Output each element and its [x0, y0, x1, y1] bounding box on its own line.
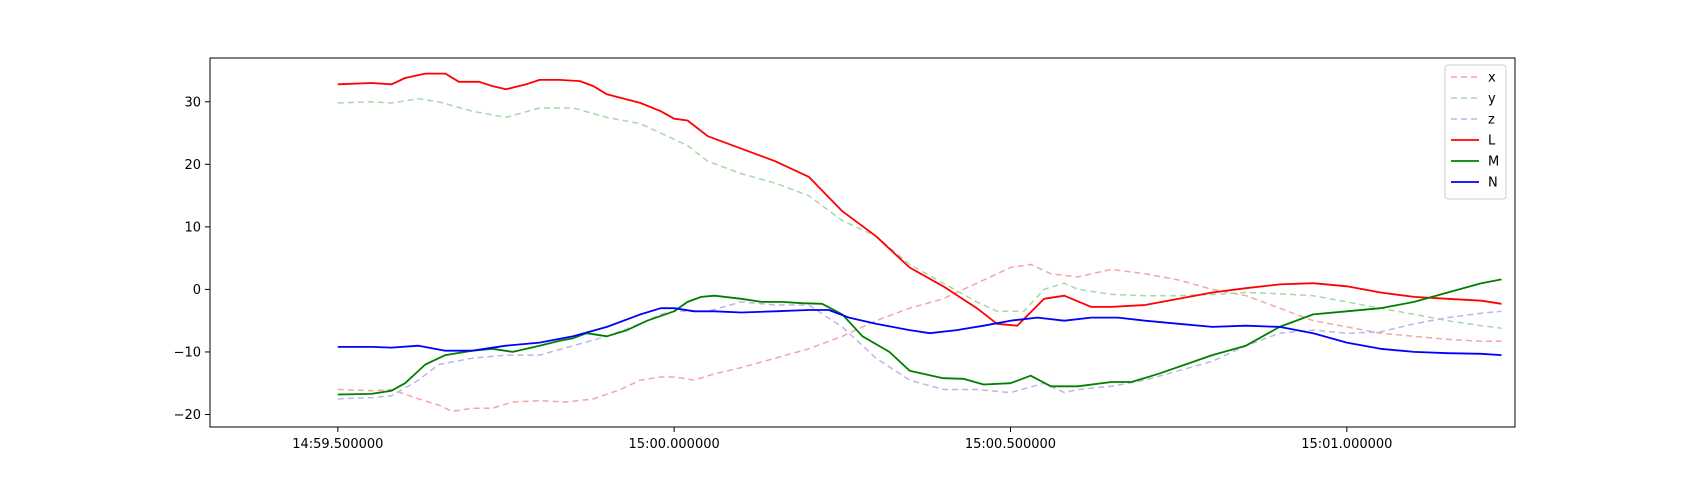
legend-label-M: M [1488, 155, 1499, 170]
series-line-N [337, 307, 1502, 356]
series-line-x [337, 263, 1502, 413]
y-tick-label: 0 [193, 283, 201, 298]
x-tick-label: 15:00.000000 [629, 437, 720, 452]
x-axis: 14:59.500000 15:00.000000 15:00.500000 15:0… [292, 427, 1392, 452]
series-layer [337, 72, 1502, 413]
x-tick-label: 15:01.000000 [1301, 437, 1392, 452]
y-tick-label: 20 [184, 158, 201, 173]
legend-label-y: y [1488, 92, 1496, 107]
legend-label-L: L [1488, 134, 1496, 149]
series-line-z [337, 301, 1502, 400]
series-line-M [337, 278, 1502, 396]
x-tick-label: 15:00.500000 [965, 437, 1056, 452]
x-tick-label: 14:59.500000 [292, 437, 383, 452]
series-line-y [337, 97, 1502, 329]
legend-box [1444, 64, 1507, 200]
legend-label-x: x [1488, 71, 1496, 86]
y-tick-label: 10 [184, 220, 201, 235]
series-line-L [337, 72, 1502, 327]
legend-label-z: z [1488, 113, 1495, 128]
y-tick-label: 30 [184, 95, 201, 110]
y-tick-label: −20 [174, 408, 201, 423]
plot-frame [209, 57, 1516, 428]
legend-label-N: N [1488, 176, 1498, 191]
y-tick-label: −10 [174, 345, 201, 360]
y-axis: −20 −10 0 10 20 30 [174, 95, 210, 423]
